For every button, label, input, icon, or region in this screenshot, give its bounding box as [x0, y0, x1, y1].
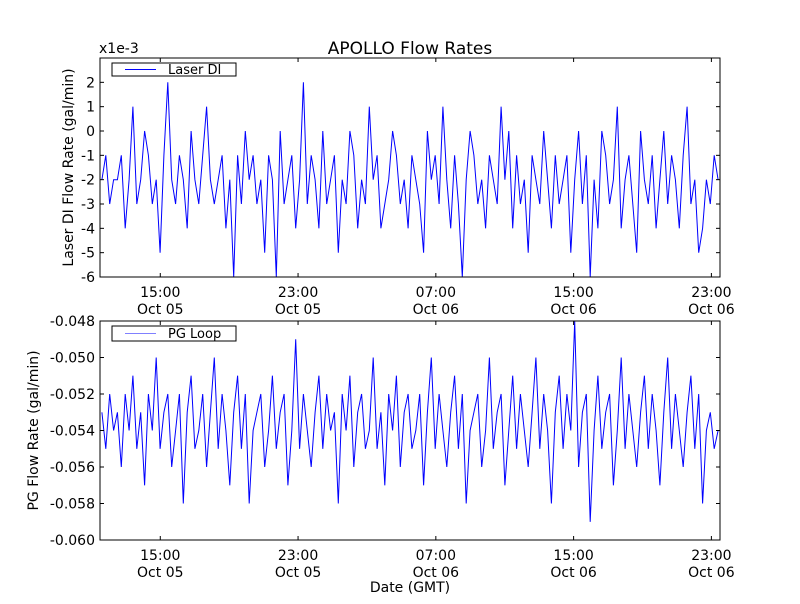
legend-label: Laser DI	[168, 63, 221, 78]
y-tick-label: -0.052	[50, 387, 95, 403]
pg-loop-frame	[99, 320, 721, 541]
y-tick-label: 0	[86, 124, 95, 140]
y-tick-label: 2	[86, 75, 95, 91]
x-tick-date: Oct 06	[688, 565, 735, 581]
y-tick-label: -2	[81, 173, 95, 189]
pg-loop-series-line	[101, 320, 719, 522]
x-tick-time: 23:00	[278, 285, 318, 301]
y-tick-label: 1	[86, 100, 95, 116]
y-tick-label: -1	[81, 148, 95, 164]
x-tick-time: 07:00	[416, 285, 456, 301]
pg-loop-y-axis-label: PG Flow Rate (gal/min)	[26, 350, 42, 510]
x-tick-date: Oct 05	[275, 302, 321, 318]
laser-di-y-axis-label: Laser DI Flow Rate (gal/min)	[61, 68, 77, 266]
x-tick-date: Oct 06	[413, 302, 460, 318]
y-tick-label: -0.058	[50, 497, 95, 513]
x-tick-date: Oct 06	[550, 565, 597, 581]
pg-loop-legend: PG Loop	[111, 325, 237, 342]
x-tick-date: Oct 05	[137, 302, 183, 318]
y-offset-label: x1e-3	[99, 41, 139, 57]
y-tick-label: -4	[81, 221, 95, 237]
x-tick-date: Oct 06	[413, 565, 460, 581]
x-tick-time: 15:00	[553, 548, 593, 564]
y-tick-label: -3	[81, 197, 95, 213]
x-axis-label: Date (GMT)	[370, 580, 450, 596]
y-tick-label: -0.048	[50, 314, 95, 330]
laser-di-frame	[99, 57, 721, 278]
y-tick-label: -0.050	[50, 351, 95, 367]
x-tick-time: 23:00	[691, 548, 731, 564]
y-tick-label: -0.056	[50, 460, 95, 476]
x-tick-time: 15:00	[140, 285, 180, 301]
x-tick-date: Oct 06	[550, 302, 597, 318]
laser-di-series-line	[101, 82, 719, 278]
y-tick-label: -6	[81, 270, 95, 286]
legend-label: PG Loop	[168, 327, 221, 342]
x-tick-date: Oct 05	[137, 565, 183, 581]
y-tick-label: -0.060	[50, 533, 95, 549]
x-tick-time: 15:00	[140, 548, 180, 564]
x-tick-time: 23:00	[691, 285, 731, 301]
chart-title: APOLLO Flow Rates	[328, 39, 493, 59]
x-tick-date: Oct 05	[275, 565, 321, 581]
y-tick-label: -0.054	[50, 424, 95, 440]
y-tick-label: -5	[81, 246, 95, 262]
x-tick-time: 15:00	[553, 285, 593, 301]
laser-di-legend: Laser DI	[111, 62, 237, 78]
pg-loop-axes: PG Loop -0.048 -0.050 -0.052 -0.054 -0.056 -0.…	[26, 314, 735, 596]
x-tick-time: 07:00	[416, 548, 456, 564]
x-tick-time: 23:00	[278, 548, 318, 564]
x-tick-date: Oct 06	[688, 302, 735, 318]
